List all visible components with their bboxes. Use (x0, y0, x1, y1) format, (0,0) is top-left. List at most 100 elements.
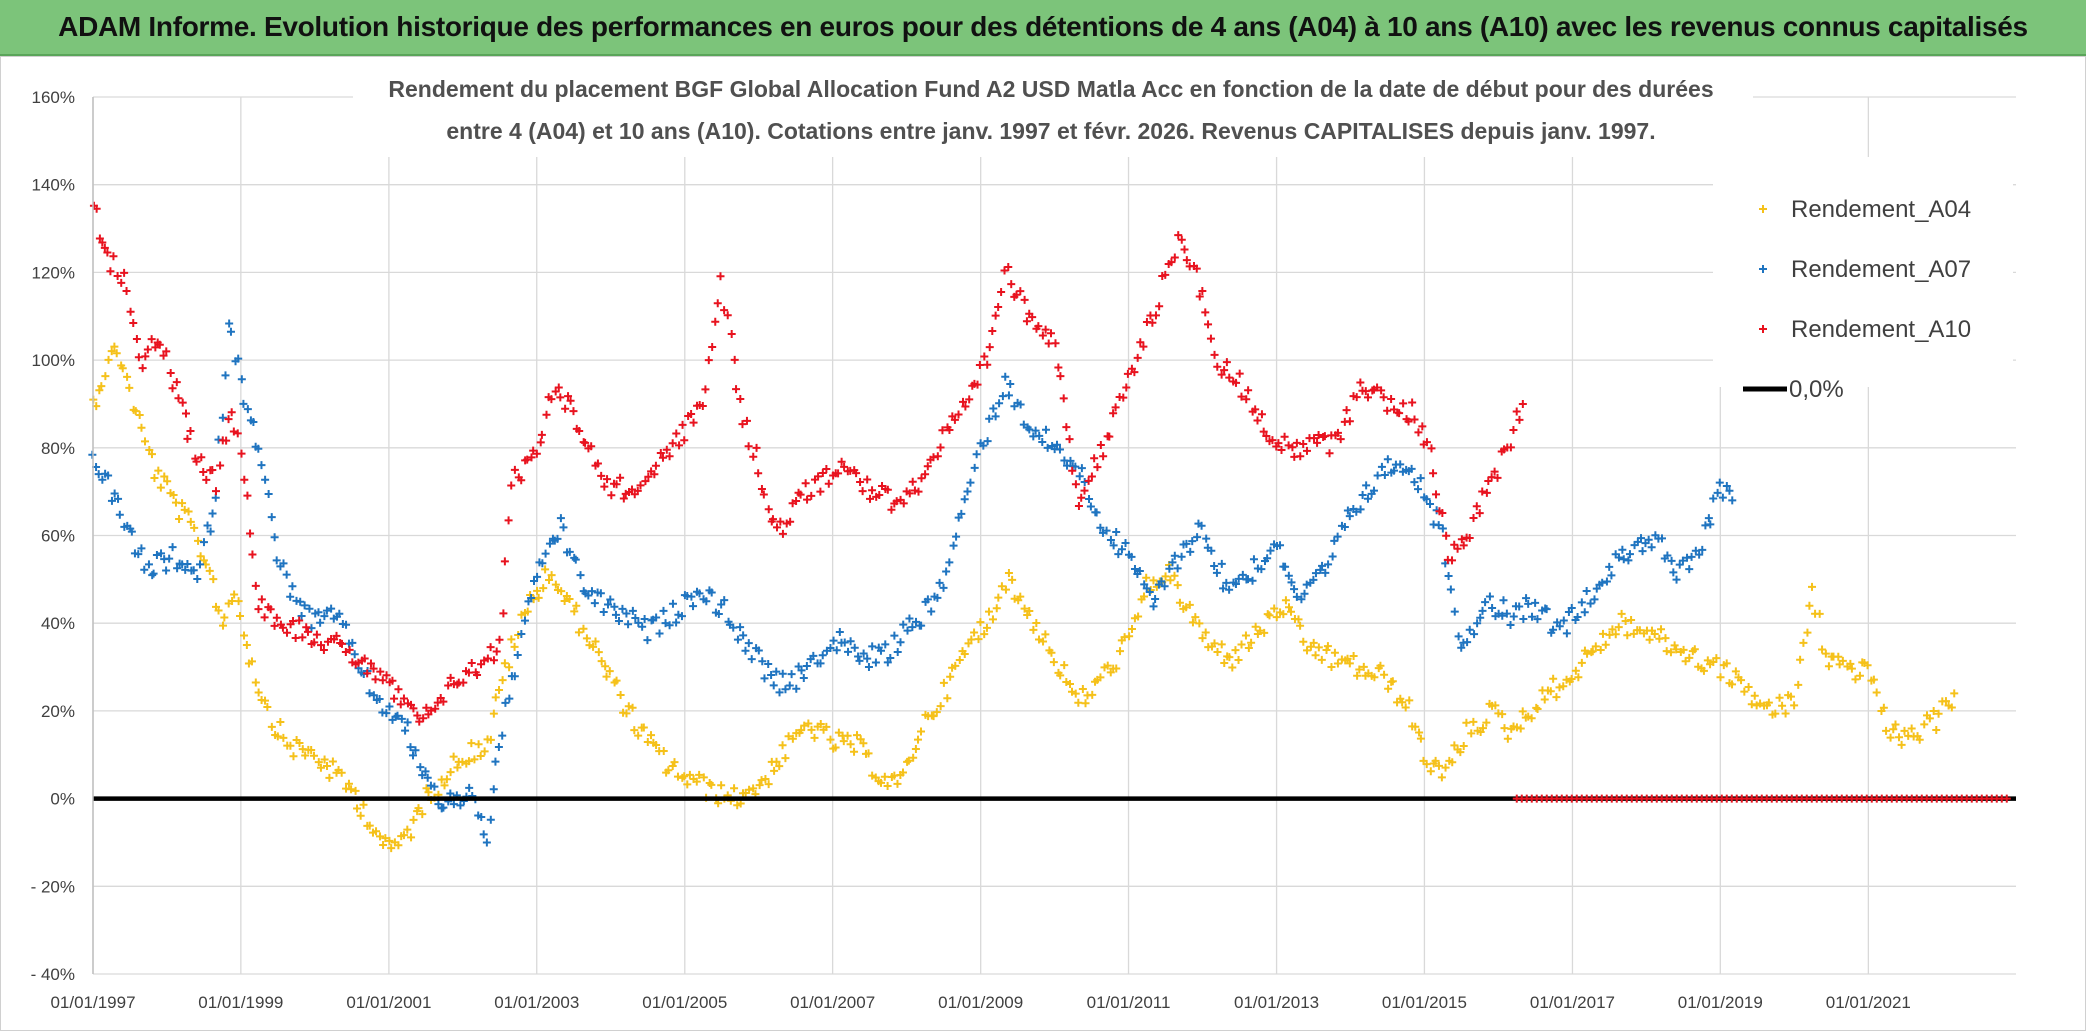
data-point (854, 652, 863, 661)
data-point (240, 475, 249, 484)
data-point (545, 539, 554, 548)
data-point (965, 395, 974, 404)
data-point (960, 495, 969, 504)
data-point (1872, 688, 1881, 697)
data-point (184, 507, 193, 516)
data-point (1577, 598, 1586, 607)
data-point (140, 565, 149, 574)
data-point (1160, 582, 1169, 591)
data-point (1114, 550, 1123, 559)
data-point (114, 494, 123, 503)
data-point (1907, 724, 1916, 733)
data-point (1588, 647, 1597, 656)
data-point (1524, 599, 1533, 608)
data-point (988, 326, 997, 335)
data-point (1325, 449, 1334, 458)
data-point (1900, 726, 1909, 735)
data-point (1238, 570, 1247, 579)
x-tick-label: 01/01/2019 (1678, 993, 1763, 1012)
data-point (579, 624, 588, 633)
data-point (959, 397, 968, 406)
data-point (365, 821, 374, 830)
data-point (1493, 473, 1502, 482)
data-point (1672, 575, 1681, 584)
data-point (1786, 692, 1795, 701)
data-point (1117, 545, 1126, 554)
data-point (1228, 663, 1237, 672)
data-point (453, 763, 462, 772)
data-point (97, 382, 106, 391)
data-point (1056, 671, 1065, 680)
data-point (1794, 680, 1803, 689)
data-point (775, 688, 784, 697)
data-point (976, 618, 985, 627)
data-point (1398, 698, 1407, 707)
data-point (510, 642, 519, 651)
data-point (1051, 339, 1060, 348)
data-point (1106, 536, 1115, 545)
data-point (1297, 595, 1306, 604)
chart-title-background (353, 57, 1753, 157)
data-point (1824, 662, 1833, 671)
data-point (476, 752, 485, 761)
data-point (899, 620, 908, 629)
data-point (1161, 270, 1170, 279)
data-point (614, 617, 623, 626)
data-point (1396, 460, 1405, 469)
data-point (1077, 493, 1086, 502)
series-layer (88, 201, 2016, 853)
data-point (504, 516, 513, 525)
data-point (279, 733, 288, 742)
data-point (1128, 625, 1136, 634)
data-point (1237, 392, 1246, 401)
data-point (98, 475, 107, 484)
data-point (1294, 615, 1303, 624)
data-point (1781, 709, 1790, 718)
data-point (221, 371, 230, 380)
data-point (1728, 680, 1737, 689)
data-point (560, 596, 569, 605)
data-point (754, 646, 763, 655)
data-point (298, 633, 307, 642)
data-point (1567, 675, 1576, 684)
data-point (1441, 763, 1450, 772)
data-point (612, 480, 621, 489)
data-point (449, 800, 458, 809)
data-point (1151, 594, 1160, 603)
data-point (183, 434, 192, 443)
data-point (829, 636, 838, 645)
data-point (1559, 682, 1568, 691)
data-point (1446, 585, 1455, 594)
data-point (1034, 322, 1043, 331)
data-point (992, 604, 1001, 613)
data-point (698, 401, 707, 410)
data-point (486, 815, 495, 824)
data-point (156, 483, 165, 492)
data-point (1263, 610, 1272, 619)
data-point (1512, 723, 1521, 732)
data-point (760, 674, 769, 683)
data-point (939, 678, 948, 687)
data-point (744, 639, 753, 648)
data-point (1404, 417, 1413, 426)
data-point (1410, 478, 1419, 487)
data-point (644, 472, 653, 481)
data-point (409, 815, 418, 824)
data-point (772, 757, 781, 766)
data-point (302, 623, 311, 632)
data-point (1177, 552, 1186, 561)
data-point (1195, 292, 1204, 301)
data-point (446, 673, 455, 682)
data-point (553, 534, 562, 543)
data-point (1333, 532, 1342, 541)
data-point (1049, 658, 1058, 667)
data-point (1602, 577, 1611, 586)
data-point (296, 597, 305, 606)
data-point (979, 441, 988, 450)
data-point (1416, 734, 1425, 743)
data-point (1559, 616, 1568, 625)
data-point (1167, 258, 1176, 267)
data-point (662, 445, 671, 454)
data-point (818, 651, 827, 660)
data-point (382, 709, 391, 718)
